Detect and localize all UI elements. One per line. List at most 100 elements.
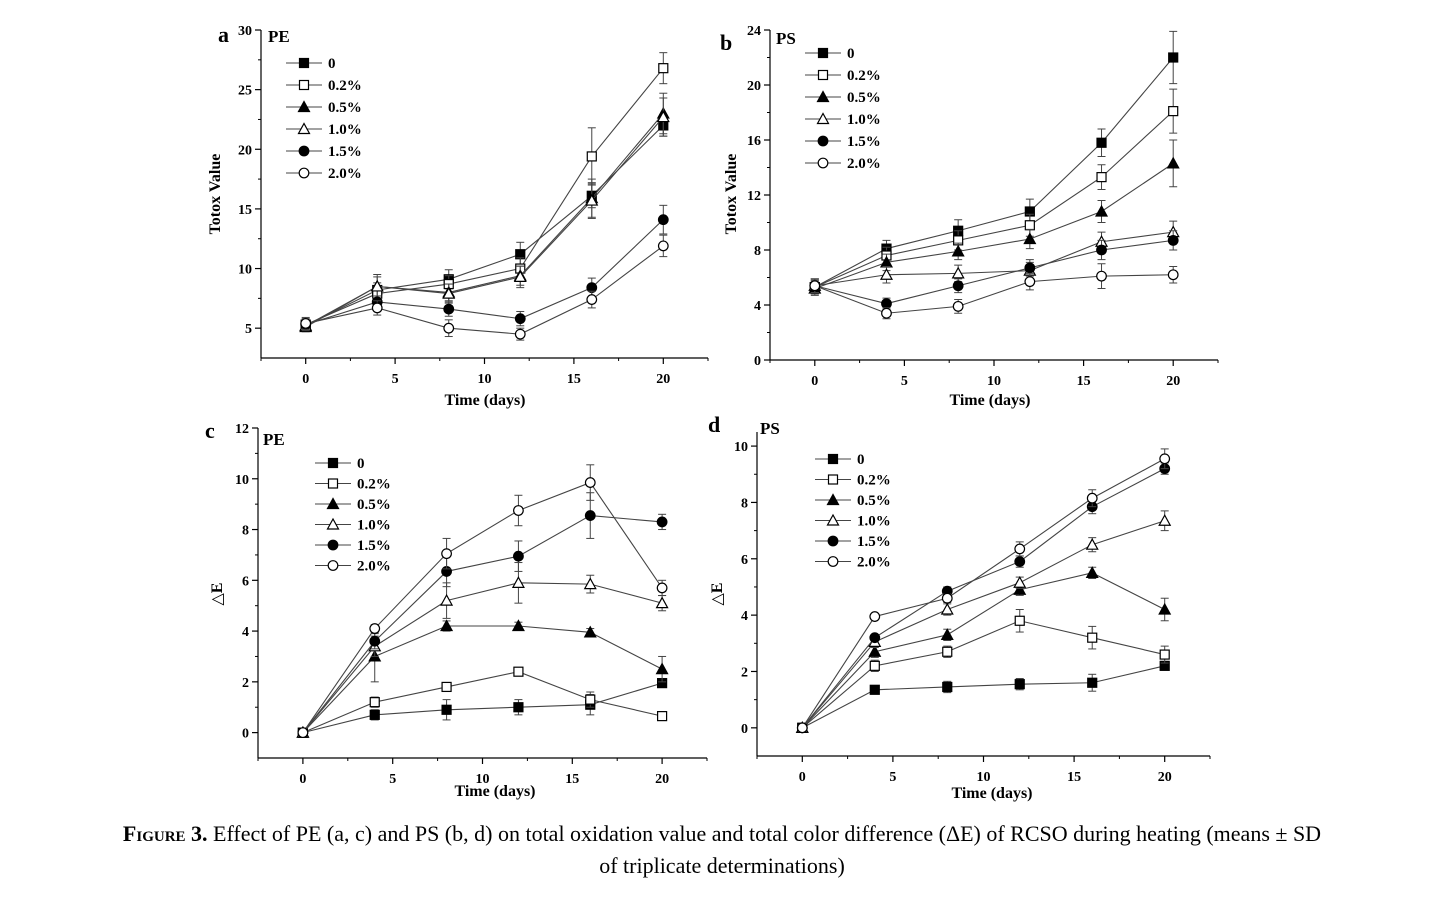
y-axis-title: Totox Value [723,154,740,235]
x-axis-title: Time (days) [444,392,525,409]
y-tick-label: 20 [747,79,761,94]
data-point [1096,270,1107,282]
data-point [881,307,892,319]
x-tick-label: 0 [811,374,818,389]
legend-entry: 0.5% [815,493,891,509]
x-tick-label: 15 [1067,770,1081,785]
data-point [940,628,954,640]
y-axis-title: Totox Value [207,154,224,235]
legend-label: 1.0% [328,122,362,138]
legend-label: 1.0% [847,112,881,128]
data-point [1158,602,1172,615]
legend-marker [298,57,310,69]
data-point [583,625,597,638]
series-line [814,239,1174,305]
legend-label: 2.0% [357,559,391,575]
x-tick-label: 10 [478,372,492,387]
data-point [370,279,384,292]
data-point [1087,632,1098,643]
legend-label: 1.0% [357,518,391,534]
x-tick-label: 15 [565,772,579,787]
legend-marker [817,157,829,169]
data-point [369,623,381,634]
series-line [814,274,1174,314]
series-2.0% [300,234,669,341]
data-point [879,268,893,280]
series-line [801,572,1165,729]
data-point [513,550,524,562]
legend-entry: 0 [315,456,365,472]
legend-marker [327,539,339,551]
legend-label: 0 [857,452,865,468]
x-tick-label: 5 [392,372,399,387]
data-point [952,280,964,292]
legend-label: 0.2% [847,68,881,84]
x-tick-label: 0 [302,372,309,387]
data-point [442,286,456,299]
panel-letter: d [708,412,720,437]
legend-label: 0.5% [328,100,362,116]
x-tick-label: 20 [655,772,669,787]
y-tick-label: 10 [734,440,748,455]
legend-marker [827,474,839,485]
data-point [1014,556,1026,567]
data-point [369,635,381,647]
x-tick-label: 5 [901,374,908,389]
y-tick-label: 2 [741,665,748,680]
y-tick-label: 4 [242,625,249,640]
y-tick-label: 10 [235,473,249,488]
data-point [1024,220,1035,231]
series-line [305,245,664,335]
y-tick-label: 12 [235,422,249,437]
data-point [940,602,954,615]
legend-label: 0.5% [357,497,391,513]
legend-marker [298,79,310,91]
data-point [369,697,380,708]
data-point [1085,537,1099,550]
legend-entry: 2.0% [315,559,391,575]
legend-label: 0.2% [328,78,362,94]
series-1.0% [795,510,1172,733]
series-line [302,671,663,734]
caption-body: Effect of PE (a, c) and PS (b, d) on tot… [213,821,1322,846]
panel-a-chart: 5 10 15 20 25 30 0 5 10 15 20 Time (days) Totox Valu… [207,22,709,409]
panel-tag: PS [776,29,796,48]
y-tick-label: 0 [242,727,249,742]
series-line [302,625,663,733]
caption-head: Figure 3. [122,821,208,846]
data-point [513,270,527,282]
legend-entry: 0 [805,46,855,62]
legend-label: 1.5% [328,144,362,160]
data-point [513,702,524,713]
legend-marker [326,517,340,530]
x-axis-title: Time (days) [949,392,1030,409]
data-point [952,300,964,312]
y-tick-label: 25 [238,84,252,99]
panel-letter: b [720,30,732,55]
legend-entry: 2.0% [815,555,891,571]
data-point [585,694,596,705]
data-point [656,582,668,594]
data-point [1168,106,1179,117]
series-line [801,458,1165,729]
legend-entry: 0.2% [805,68,881,84]
data-point [441,681,452,693]
series-1.0% [299,97,670,332]
legend-entry: 1.0% [315,518,391,534]
y-axis-title: △E [709,583,726,606]
data-point [1024,276,1036,288]
data-point [1085,566,1099,578]
series-0.5% [808,139,1180,296]
legend-label: 1.0% [857,514,891,530]
series-line [302,682,663,734]
data-point [586,151,597,162]
x-tick-label: 0 [799,770,806,785]
legend-label: 0 [328,56,336,72]
legend-marker [817,135,829,147]
data-point [881,298,892,310]
series-0.2% [797,608,1170,733]
data-point [513,505,524,516]
data-point [511,576,525,588]
series-0 [797,660,1170,733]
